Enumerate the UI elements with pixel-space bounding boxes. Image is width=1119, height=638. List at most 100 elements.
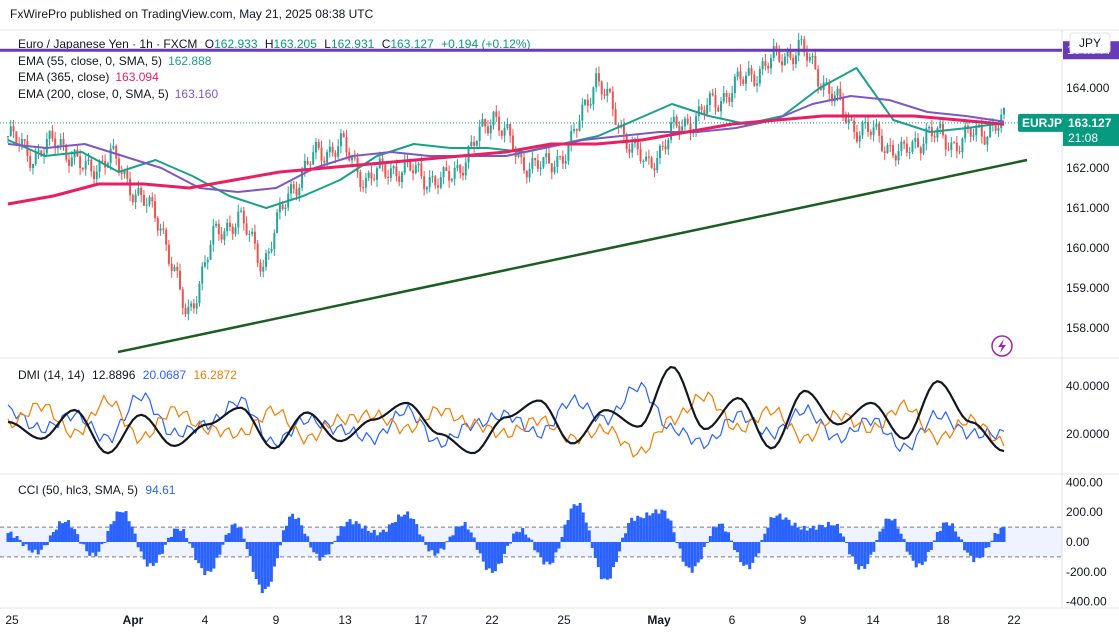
cci-bar — [154, 542, 158, 563]
cci-bar — [599, 542, 603, 580]
ema200-line[interactable] — [7, 95, 1005, 193]
candle-body — [958, 151, 961, 153]
dmi-minus-line[interactable] — [7, 391, 1005, 458]
cci-bar — [166, 537, 170, 542]
cci-bar — [672, 532, 676, 542]
cci-bar — [605, 542, 609, 580]
candle-body — [850, 119, 853, 121]
cci-bar — [297, 517, 301, 542]
cci-bar — [51, 532, 55, 542]
dmi-plus-line[interactable] — [7, 381, 1005, 452]
ema55-line[interactable] — [7, 67, 1005, 209]
cci-bar — [754, 542, 758, 557]
candle-body — [700, 106, 703, 111]
candle-body — [162, 228, 165, 230]
cci-bar — [651, 513, 655, 542]
ema365-legend[interactable]: EMA (365, close) 163.094 — [18, 70, 163, 84]
time-tick-label: 9 — [800, 613, 807, 627]
currency-button[interactable] — [1069, 32, 1111, 54]
cci-bar — [687, 542, 691, 568]
ticker-tag[interactable] — [1018, 113, 1068, 132]
candle-body — [101, 160, 104, 162]
cci-bar — [218, 542, 222, 555]
candle-body — [711, 93, 714, 96]
ema200-label: EMA (200, close, 0, SMA, 5) — [18, 87, 169, 101]
candle-body — [584, 99, 587, 105]
dmi-pane[interactable] — [7, 365, 1005, 458]
cci-bar — [766, 527, 770, 542]
candle-body — [473, 141, 476, 146]
candle-body — [242, 210, 245, 224]
candle-body — [534, 157, 537, 161]
candle-body — [889, 145, 892, 147]
cci-bar — [872, 542, 876, 552]
cci-bar — [727, 532, 731, 542]
candle-body — [922, 143, 925, 154]
cci-pane[interactable] — [0, 502, 1062, 594]
candle-body — [969, 127, 972, 137]
time-tick-label: 14 — [866, 613, 880, 627]
candle-body — [7, 136, 9, 137]
dmi-legend[interactable]: DMI (14, 14) 12.8896 20.0687 16.2872 — [18, 368, 241, 382]
candle-body — [689, 123, 692, 134]
ascending-trendline[interactable] — [117, 158, 1028, 354]
candle-body — [606, 88, 609, 96]
lightning-icon[interactable] — [991, 335, 1013, 357]
candle-body — [312, 152, 315, 165]
candle-body — [84, 161, 87, 170]
cci-bar — [693, 542, 697, 567]
dmi-tick-label: 20.0000 — [1066, 427, 1110, 441]
cci-tick-label: -200.00 — [1066, 565, 1107, 579]
ema365-line[interactable] — [7, 114, 1005, 206]
cci-bar — [814, 529, 818, 542]
cci-bar — [769, 517, 773, 542]
candle-body — [353, 157, 356, 159]
candle-body — [331, 146, 334, 153]
candle-body — [320, 147, 323, 161]
ema55-legend[interactable]: EMA (55, close, 0, SMA, 5) 162.888 — [18, 54, 215, 68]
cci-bar — [91, 542, 95, 553]
candle-body — [295, 188, 298, 196]
cci-bar — [896, 528, 900, 542]
candle-body — [309, 164, 312, 166]
candle-body — [509, 123, 512, 136]
candle-body — [928, 126, 931, 129]
cci-bar — [424, 542, 428, 545]
cci-bar — [699, 542, 703, 560]
price-pane[interactable] — [0, 32, 1062, 354]
cci-legend[interactable]: CCI (50, hlc3, SMA, 5) 94.61 — [18, 483, 179, 497]
candle-body — [345, 137, 348, 153]
cci-bar — [139, 542, 143, 552]
candle-body — [842, 97, 845, 115]
cci-bar — [381, 529, 385, 542]
cci-bar — [70, 528, 74, 542]
time-tick-label: 6 — [729, 613, 736, 627]
cci-bar — [209, 542, 213, 572]
cci-bar — [354, 521, 358, 542]
cci-bar — [990, 540, 994, 542]
cci-bar — [85, 542, 89, 552]
candle-body — [506, 123, 509, 129]
cci-bar — [796, 527, 800, 542]
time-tick-label: 9 — [273, 613, 280, 627]
candle-body — [794, 55, 797, 65]
time-tick-label: 25 — [557, 613, 571, 627]
ema200-legend[interactable]: EMA (200, close, 0, SMA, 5) 163.160 — [18, 87, 222, 101]
time-tick-label: 17 — [414, 613, 428, 627]
cci-bar — [454, 526, 458, 542]
candle-body — [778, 48, 781, 62]
candle-body — [933, 136, 936, 138]
candle-body — [484, 119, 487, 127]
cci-bar — [127, 521, 131, 542]
candle-body — [803, 39, 806, 53]
cci-bar — [375, 535, 379, 542]
candle-body — [140, 188, 143, 196]
dmi-adx-line[interactable] — [7, 365, 1005, 455]
cci-bar — [935, 532, 939, 542]
candle-body — [403, 159, 406, 173]
candle-body — [997, 128, 1000, 131]
candle-body — [120, 172, 123, 174]
candle-body — [342, 133, 345, 138]
candle-body — [844, 114, 847, 123]
